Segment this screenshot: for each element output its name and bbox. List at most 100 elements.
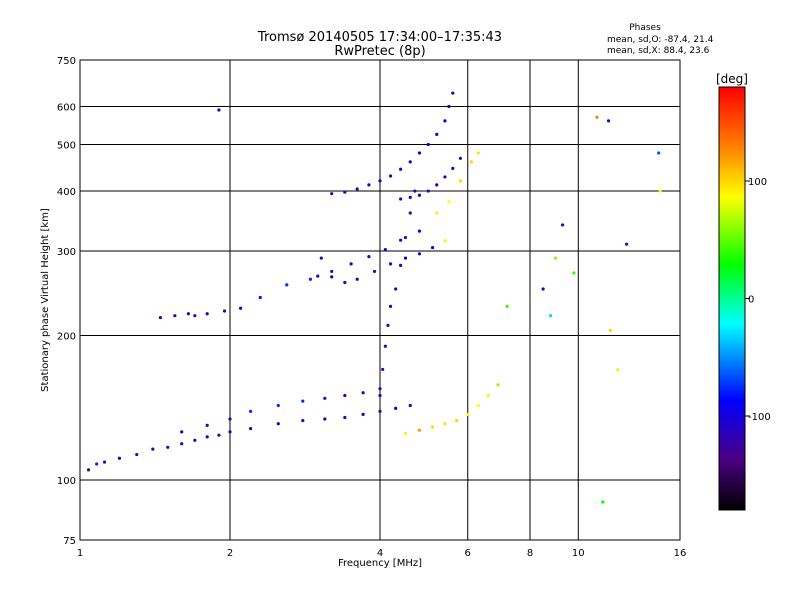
data-point xyxy=(408,211,412,215)
tick-layer: 1 2 4 6 8 10 16 75 100 200 300 400 500 600 750 xyxy=(57,56,686,559)
y-tick-label: 600 xyxy=(57,103,76,114)
data-point xyxy=(443,175,447,179)
data-point xyxy=(408,160,412,164)
data-point xyxy=(151,447,155,451)
data-point xyxy=(549,314,553,318)
data-point xyxy=(606,119,611,123)
y-tick-label: 200 xyxy=(57,332,76,343)
data-point xyxy=(205,435,209,439)
data-point xyxy=(381,367,385,372)
data-point xyxy=(301,418,305,423)
data-point xyxy=(378,179,382,183)
data-point xyxy=(285,283,289,287)
data-point xyxy=(383,344,387,348)
y-tick-label: 75 xyxy=(63,536,76,547)
y-tick-label: 500 xyxy=(57,141,76,152)
chart-title: Tromsø 20140505 17:34:00–17:35:43 xyxy=(257,30,502,45)
data-point xyxy=(319,256,323,260)
colorbar-label: [deg] xyxy=(716,72,748,86)
data-point xyxy=(173,314,177,318)
plot-frame xyxy=(79,59,681,541)
data-point xyxy=(330,269,334,274)
x-axis-label: Frequency [MHz] xyxy=(338,558,422,569)
data-point xyxy=(316,274,320,278)
data-point xyxy=(451,166,455,170)
data-point xyxy=(451,91,455,95)
data-point xyxy=(469,160,473,164)
data-point xyxy=(408,403,412,408)
data-point xyxy=(399,263,403,267)
data-point xyxy=(361,412,365,417)
data-point xyxy=(330,275,334,279)
data-point xyxy=(193,438,197,442)
data-point xyxy=(435,132,439,136)
data-point xyxy=(443,422,447,426)
data-point xyxy=(455,418,459,423)
data-point xyxy=(323,417,327,421)
data-point xyxy=(394,287,398,291)
data-point xyxy=(95,462,99,466)
points-layer xyxy=(86,91,662,504)
stats-heading: Phases xyxy=(629,23,661,33)
data-point xyxy=(249,409,253,413)
data-point xyxy=(367,183,371,187)
data-point xyxy=(117,456,122,460)
data-point xyxy=(323,396,327,400)
data-point xyxy=(657,151,661,155)
data-point xyxy=(349,262,353,266)
data-point xyxy=(399,238,403,242)
data-point xyxy=(496,383,500,387)
data-point xyxy=(361,391,365,395)
data-point xyxy=(430,425,435,429)
data-point xyxy=(205,312,209,316)
data-point xyxy=(355,187,359,191)
data-point xyxy=(560,223,565,227)
data-point xyxy=(388,262,393,266)
data-point xyxy=(443,119,447,123)
x-tick-label: 10 xyxy=(572,548,585,559)
data-point xyxy=(608,328,613,332)
data-point xyxy=(249,426,253,431)
stats-line-o: mean, sd,O: -87.4, 21.4 xyxy=(607,35,714,45)
data-point xyxy=(417,252,422,256)
data-point xyxy=(86,468,91,472)
data-point xyxy=(624,242,629,246)
data-point xyxy=(486,393,490,398)
data-point xyxy=(426,189,430,193)
data-point xyxy=(217,433,221,437)
data-point xyxy=(447,200,451,204)
data-point xyxy=(399,197,403,201)
colorbar-tick-label: 100 xyxy=(748,177,767,188)
data-point xyxy=(343,415,347,420)
data-point xyxy=(343,190,347,194)
data-point xyxy=(447,104,451,109)
data-point xyxy=(228,430,232,434)
x-tick-label: 4 xyxy=(377,548,383,559)
x-tick-label: 6 xyxy=(465,548,471,559)
data-point xyxy=(180,430,184,434)
data-point xyxy=(476,403,480,408)
data-point xyxy=(193,314,197,318)
data-point xyxy=(403,431,408,436)
data-point xyxy=(186,312,190,316)
data-point xyxy=(403,256,408,260)
data-point xyxy=(367,255,371,259)
y-axis-label: Stationary phase Virtual Height [km] xyxy=(40,208,51,392)
data-point xyxy=(476,151,480,155)
data-point xyxy=(616,367,620,372)
data-point xyxy=(458,156,463,160)
data-point xyxy=(276,403,280,408)
colorbar-tick-label: -100 xyxy=(748,412,771,423)
data-point xyxy=(443,239,447,243)
data-point xyxy=(466,412,470,417)
data-point xyxy=(301,399,305,403)
data-point xyxy=(388,174,393,178)
data-point xyxy=(238,306,243,310)
data-point xyxy=(158,315,163,320)
colorbar-ticks: 100 0 -100 xyxy=(745,177,771,423)
data-point xyxy=(458,179,463,183)
data-point xyxy=(383,248,387,252)
data-point xyxy=(658,189,662,193)
data-point xyxy=(135,452,139,457)
